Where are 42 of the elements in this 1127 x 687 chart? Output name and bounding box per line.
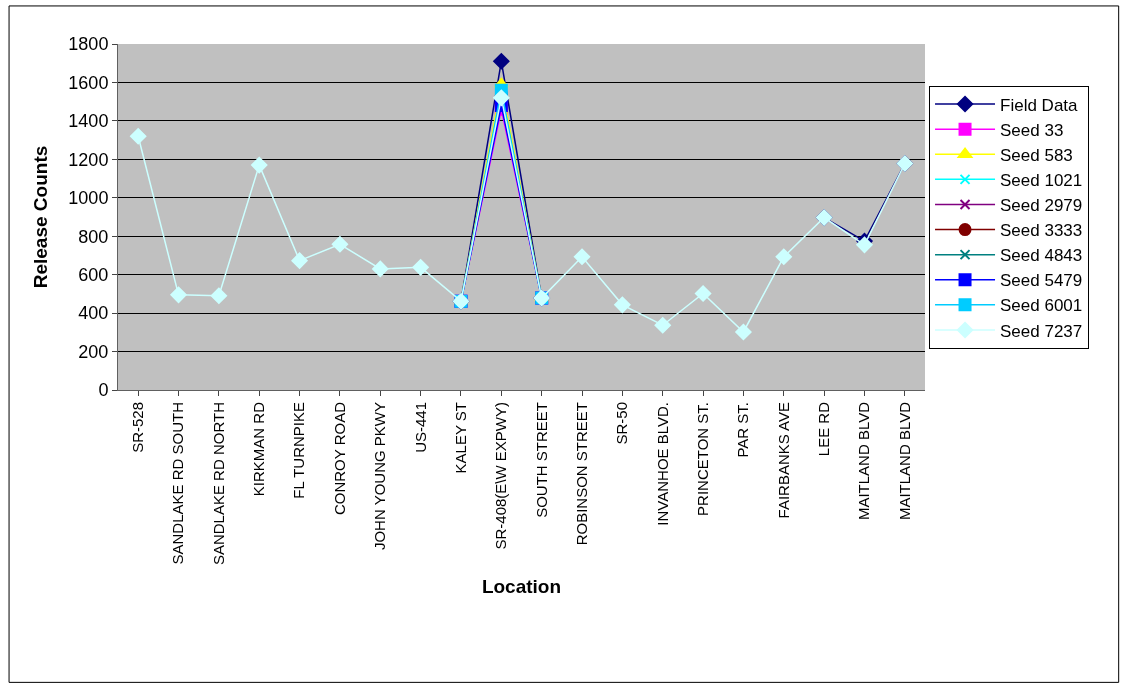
y-tick-label: 1800 bbox=[68, 34, 109, 55]
x-tick-label: CONROY ROAD bbox=[330, 401, 348, 516]
legend-label: Seed 4843 bbox=[1000, 246, 1083, 266]
x-tick-label: KIRKMAN RD bbox=[250, 401, 268, 497]
y-tick-label: 600 bbox=[78, 264, 109, 285]
legend-label: Seed 1021 bbox=[1000, 170, 1083, 190]
x-tick-label: MAITLAND BLVD bbox=[855, 401, 873, 521]
x-tick-label: FL TURNPIKE bbox=[290, 402, 308, 499]
legend-label: Seed 2979 bbox=[1000, 196, 1083, 216]
legend-label: Seed 3333 bbox=[1000, 221, 1083, 241]
y-tick-label: 200 bbox=[78, 341, 109, 362]
x-tick-label: US-441 bbox=[411, 402, 429, 453]
legend-label: Seed 5479 bbox=[1000, 271, 1083, 291]
legend-label: Seed 583 bbox=[1000, 145, 1073, 165]
x-tick-label: INVANHOE BLVD. bbox=[653, 402, 671, 526]
y-tick-label: 0 bbox=[98, 380, 109, 401]
y-tick-label: 1200 bbox=[68, 149, 109, 170]
x-tick-label: SOUTH STREET bbox=[532, 402, 550, 518]
x-tick-label: SR-528 bbox=[129, 402, 147, 453]
y-tick-label: 1400 bbox=[68, 111, 109, 132]
legend-label: Seed 6001 bbox=[1000, 296, 1083, 316]
x-tick-label: SR-50 bbox=[613, 402, 631, 445]
y-axis-title: Release Counts bbox=[30, 145, 52, 289]
x-tick-label: SANDLAKE RD SOUTH bbox=[169, 402, 187, 565]
x-axis-title: Location bbox=[481, 575, 562, 597]
x-tick-label: SR-408(E\W EXPWY) bbox=[492, 402, 510, 550]
y-tick-label: 1600 bbox=[68, 72, 109, 93]
x-tick-label: SANDLAKE RD NORTH bbox=[209, 402, 227, 566]
y-tick-label: 1000 bbox=[68, 188, 109, 209]
x-tick-label: KALEY ST bbox=[451, 402, 469, 474]
x-tick-label: PRINCETON ST. bbox=[693, 402, 711, 516]
x-tick-label: FAIRBANKS AVE bbox=[774, 402, 792, 519]
x-tick-label: LEE RD bbox=[815, 401, 833, 457]
x-tick-label: JOHN YOUNG PKWY bbox=[371, 402, 389, 551]
x-tick-label: MAITLAND BLVD bbox=[895, 401, 913, 521]
legend-label: Field Data bbox=[1000, 95, 1079, 115]
y-tick-label: 800 bbox=[78, 226, 109, 247]
legend-label: Seed 33 bbox=[1000, 120, 1064, 140]
legend-label: Seed 7237 bbox=[1000, 321, 1083, 341]
y-tick-label: 400 bbox=[78, 303, 109, 324]
x-tick-label: PAR ST. bbox=[734, 402, 752, 458]
x-tick-label: ROBINSON STREET bbox=[572, 402, 590, 546]
